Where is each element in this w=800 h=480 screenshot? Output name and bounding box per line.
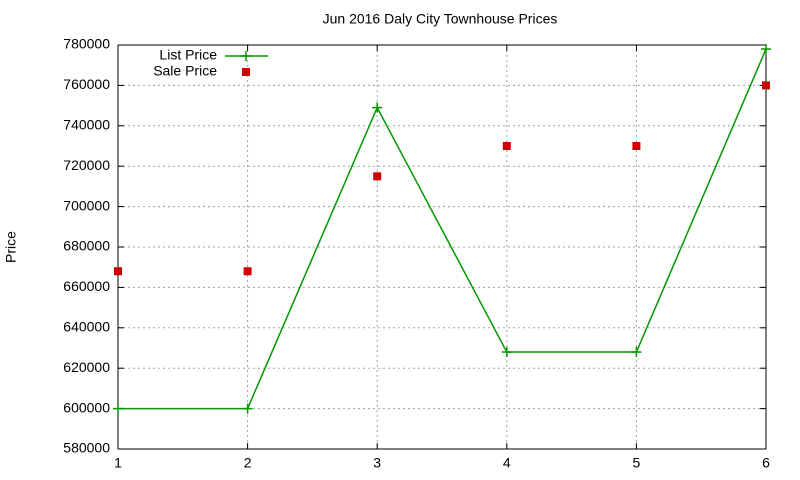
x-tick-label: 5: [633, 455, 641, 471]
legend-marker: [242, 68, 250, 76]
legend-marker: [241, 51, 251, 61]
x-tick-label: 1: [114, 455, 122, 471]
y-axis-label: Price: [3, 231, 19, 263]
x-tick-label: 2: [244, 455, 252, 471]
y-tick-label: 780000: [63, 36, 110, 52]
chart-title: Jun 2016 Daly City Townhouse Prices: [323, 11, 558, 27]
y-tick-label: 640000: [63, 319, 110, 335]
point: [372, 102, 383, 113]
y-tick-label: 580000: [63, 440, 110, 456]
series-line: [118, 48, 767, 410]
point: [761, 44, 771, 55]
point: [243, 267, 252, 276]
y-tick-label: 660000: [63, 278, 110, 294]
y-tick-label: 620000: [63, 359, 110, 375]
point: [632, 142, 641, 150]
point: [501, 347, 512, 358]
point: [502, 142, 511, 150]
point: [631, 347, 642, 358]
y-tick-label: 600000: [63, 399, 110, 415]
point: [762, 81, 770, 90]
y-tick-label: 720000: [63, 157, 110, 173]
y-tick-label: 700000: [63, 197, 110, 213]
legend-label: List Price: [159, 47, 217, 63]
plot-frame: [117, 44, 767, 450]
x-tick-label: 6: [762, 455, 770, 471]
point: [114, 267, 122, 276]
point: [113, 403, 123, 414]
x-tick-label: 4: [503, 455, 511, 471]
x-tick-label: 3: [373, 455, 381, 471]
point: [242, 403, 253, 414]
y-tick-label: 740000: [63, 117, 110, 133]
point: [373, 172, 382, 181]
legend-label: Sale Price: [153, 63, 217, 79]
y-tick-label: 760000: [63, 76, 110, 92]
y-tick-label: 680000: [63, 238, 110, 254]
